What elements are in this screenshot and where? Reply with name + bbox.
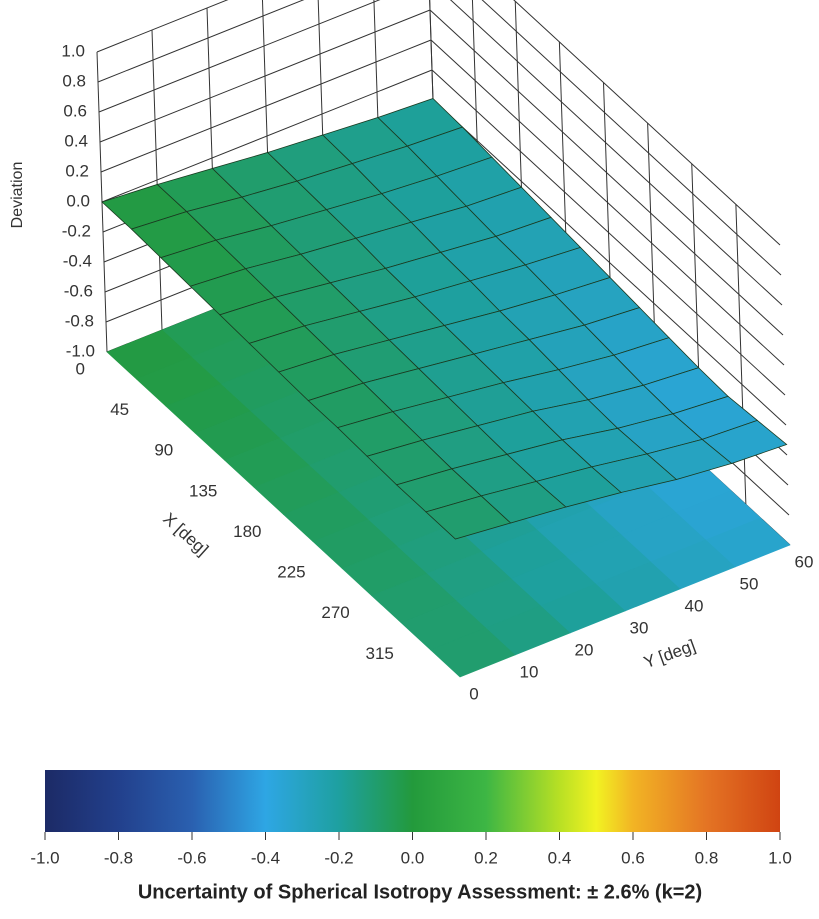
x-tick-label: 225 (277, 563, 305, 582)
colorbar-tick-label: -0.4 (251, 848, 280, 867)
z-tick-label: 0.6 (63, 101, 87, 120)
z-tick-label: -0.6 (64, 281, 93, 300)
z-tick-label: 0.4 (64, 131, 88, 150)
colorbar-tick-label: 0.8 (695, 848, 719, 867)
z-tick-label: -1.0 (66, 341, 95, 360)
floor-contour (430, 627, 516, 678)
grid-line (96, 0, 781, 246)
colorbar (45, 770, 780, 832)
x-tick-label: 270 (321, 603, 349, 622)
colorbar-tick-label: -1.0 (30, 848, 59, 867)
x-tick-label: 315 (366, 644, 394, 663)
z-tick-label: 0.0 (66, 191, 90, 210)
x-tick-label: 0 (76, 359, 85, 378)
x-tick-label: 135 (189, 481, 217, 500)
y-axis-label: Y [deg] (641, 636, 698, 672)
colorbar-tick-label: 1.0 (768, 848, 792, 867)
z-tick-label: 0.2 (65, 161, 89, 180)
y-tick-label: 0 (469, 684, 478, 703)
x-axis-label: X [deg] (159, 509, 212, 559)
colorbar-tick-label: 0.4 (548, 848, 572, 867)
grid-line (151, 29, 163, 331)
z-axis-label: Deviation (9, 162, 26, 229)
z-tick-label: 0.8 (62, 71, 86, 90)
colorbar-tick-label: -0.2 (324, 848, 353, 867)
colorbar-tick-label: 0.6 (621, 848, 645, 867)
surface-cell (425, 495, 512, 540)
z-tick-label: -0.2 (62, 221, 91, 240)
z-tick-label: 1.0 (61, 41, 85, 60)
colorbar-title: Uncertainty of Spherical Isotropy Assess… (138, 881, 702, 903)
z-tick-label: -0.8 (65, 311, 94, 330)
colorbar-tick-label: -0.6 (177, 848, 206, 867)
colorbar-tick-label: 0.2 (474, 848, 498, 867)
colorbar-tick-label: -0.8 (104, 848, 133, 867)
x-tick-label: 90 (154, 441, 173, 460)
x-tick-label: 180 (233, 522, 261, 541)
y-tick-label: 20 (575, 640, 594, 659)
z-tick-label: -0.4 (63, 251, 92, 270)
y-tick-label: 30 (630, 618, 649, 637)
y-tick-label: 60 (795, 552, 814, 571)
y-tick-label: 50 (740, 574, 759, 593)
y-tick-label: 10 (520, 662, 539, 681)
y-tick-label: 40 (685, 596, 704, 615)
x-tick-label: 45 (110, 400, 129, 419)
colorbar-tick-label: 0.0 (401, 848, 425, 867)
